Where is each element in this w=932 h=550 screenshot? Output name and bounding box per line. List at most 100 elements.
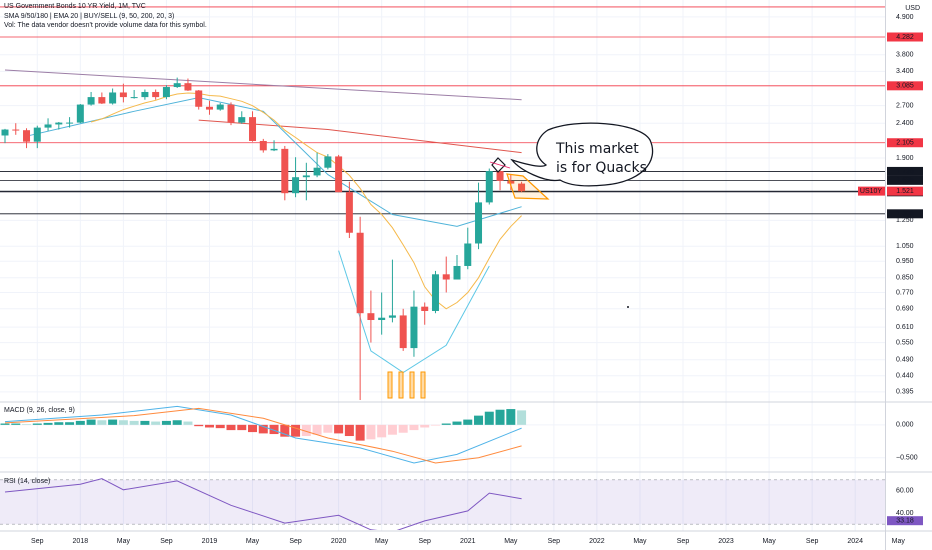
- macd-histogram-bar: [97, 420, 107, 425]
- x-tick-label: 2021: [460, 538, 476, 545]
- macd-histogram-bar: [334, 424, 344, 434]
- x-tick-label: 2024: [847, 538, 863, 545]
- indicator-line: [4, 478, 522, 530]
- candle-body: [485, 171, 493, 203]
- x-tick-label: May: [246, 538, 260, 545]
- grid-layer: [0, 0, 885, 531]
- macd-histogram-bar: [215, 424, 225, 429]
- x-tick-label: May: [504, 538, 518, 545]
- level-label: 1.635: [896, 177, 914, 184]
- candle-body: [464, 243, 472, 266]
- macd-histogram-bar: [0, 423, 10, 425]
- candle-body: [109, 92, 117, 104]
- speech-bubble: [510, 122, 654, 187]
- candle-body: [12, 129, 20, 131]
- x-tick-label: May: [762, 538, 776, 545]
- macd-histogram-bar: [43, 422, 53, 425]
- candle-body: [216, 104, 224, 110]
- indicator-line: [4, 405, 522, 464]
- candle-body: [281, 148, 289, 194]
- candle-body: [410, 306, 418, 349]
- candle-body: [378, 317, 386, 321]
- x-tick-label: Sep: [418, 538, 431, 545]
- macd-histogram-bar: [140, 420, 150, 425]
- macd-histogram-bar: [452, 421, 462, 425]
- level-label: 1.306: [896, 211, 914, 218]
- axes: Sep 2018 May Sep 2019 May Sep 2020 May Sep 2021 May…: [31, 14, 923, 545]
- x-tick-label: May: [633, 538, 647, 545]
- annotation-text: This market: [555, 141, 639, 157]
- candle-body: [66, 122, 74, 124]
- triangle-drawing: [506, 173, 550, 200]
- candle-body: [345, 192, 353, 233]
- annotation-text: is for Quacks: [556, 160, 647, 176]
- rsi-value-box: [887, 516, 923, 526]
- dot: [627, 306, 629, 308]
- y-tick-label: 0.440: [896, 373, 914, 380]
- rsi-pane: [0, 478, 885, 530]
- level-label: 2.105: [896, 140, 914, 147]
- macd-histogram-bar: [301, 424, 311, 437]
- macd-histogram-bar: [32, 423, 42, 425]
- last-price-box: [887, 186, 923, 196]
- candle-body: [98, 97, 106, 104]
- indicator-line: [90, 92, 522, 310]
- candle-body: [184, 83, 192, 91]
- candle-body: [33, 127, 41, 142]
- symbol-tag: US10Y: [860, 188, 883, 195]
- candle-body: [119, 92, 127, 98]
- macd-histogram-bar: [65, 422, 75, 425]
- y-tick-label: 0.550: [896, 339, 914, 346]
- candle-body: [388, 315, 396, 318]
- candle-body: [475, 202, 483, 244]
- macd-histogram-bar: [118, 420, 128, 425]
- macd-histogram-bar: [355, 424, 365, 441]
- volume-note: Vol: The data vendor doesn't provide vol…: [4, 22, 207, 29]
- y-tick-label: 3.400: [896, 68, 914, 75]
- candle-body: [270, 148, 278, 151]
- macd-histogram-bar: [129, 420, 139, 425]
- macd-histogram-bar: [377, 424, 387, 438]
- macd-histogram-bar: [441, 423, 451, 425]
- y-tick-label: 0.000: [896, 422, 914, 429]
- macd-histogram-bar: [344, 424, 354, 437]
- x-tick-label: May: [117, 538, 131, 545]
- candle-body: [249, 117, 257, 141]
- macd-histogram-bar: [398, 424, 408, 433]
- candle-body: [367, 313, 375, 321]
- x-tick-label: Sep: [289, 538, 302, 545]
- last-price-label: 1.521: [896, 188, 914, 195]
- macd-histogram-bar: [54, 422, 64, 425]
- diamond-drawing: [491, 157, 506, 173]
- x-tick-label: 2019: [202, 538, 218, 545]
- macd-histogram-bar: [323, 424, 333, 433]
- candle-body: [227, 104, 235, 123]
- macd-histogram-bar: [495, 409, 505, 425]
- macd-histogram-bar: [430, 424, 440, 426]
- candle-body: [173, 83, 181, 88]
- macd-histogram-bar: [366, 424, 376, 440]
- y-tick-label: 4.900: [896, 14, 914, 21]
- y-tick-label: 0.850: [896, 275, 914, 282]
- candle-body: [76, 104, 84, 123]
- candle-body: [1, 129, 9, 136]
- macd-histogram-bar: [226, 424, 236, 431]
- macd-title: MACD (9, 26, close, 9): [4, 407, 75, 414]
- candle-body: [44, 124, 52, 128]
- y-tick-label: 0.490: [896, 357, 914, 364]
- candle-body: [205, 106, 213, 110]
- candle-body: [141, 91, 149, 98]
- candle-body: [421, 306, 429, 311]
- x-tick-label: 2018: [73, 538, 89, 545]
- candle-body: [453, 265, 461, 280]
- macd-pane: [0, 405, 527, 464]
- macd-histogram-bar: [484, 411, 494, 425]
- candle-body: [87, 97, 95, 105]
- marker: [420, 371, 426, 399]
- candle-body: [399, 315, 407, 349]
- indicator-line: [4, 69, 522, 101]
- macd-histogram-bar: [204, 424, 214, 428]
- level-label: 1.736: [896, 168, 914, 175]
